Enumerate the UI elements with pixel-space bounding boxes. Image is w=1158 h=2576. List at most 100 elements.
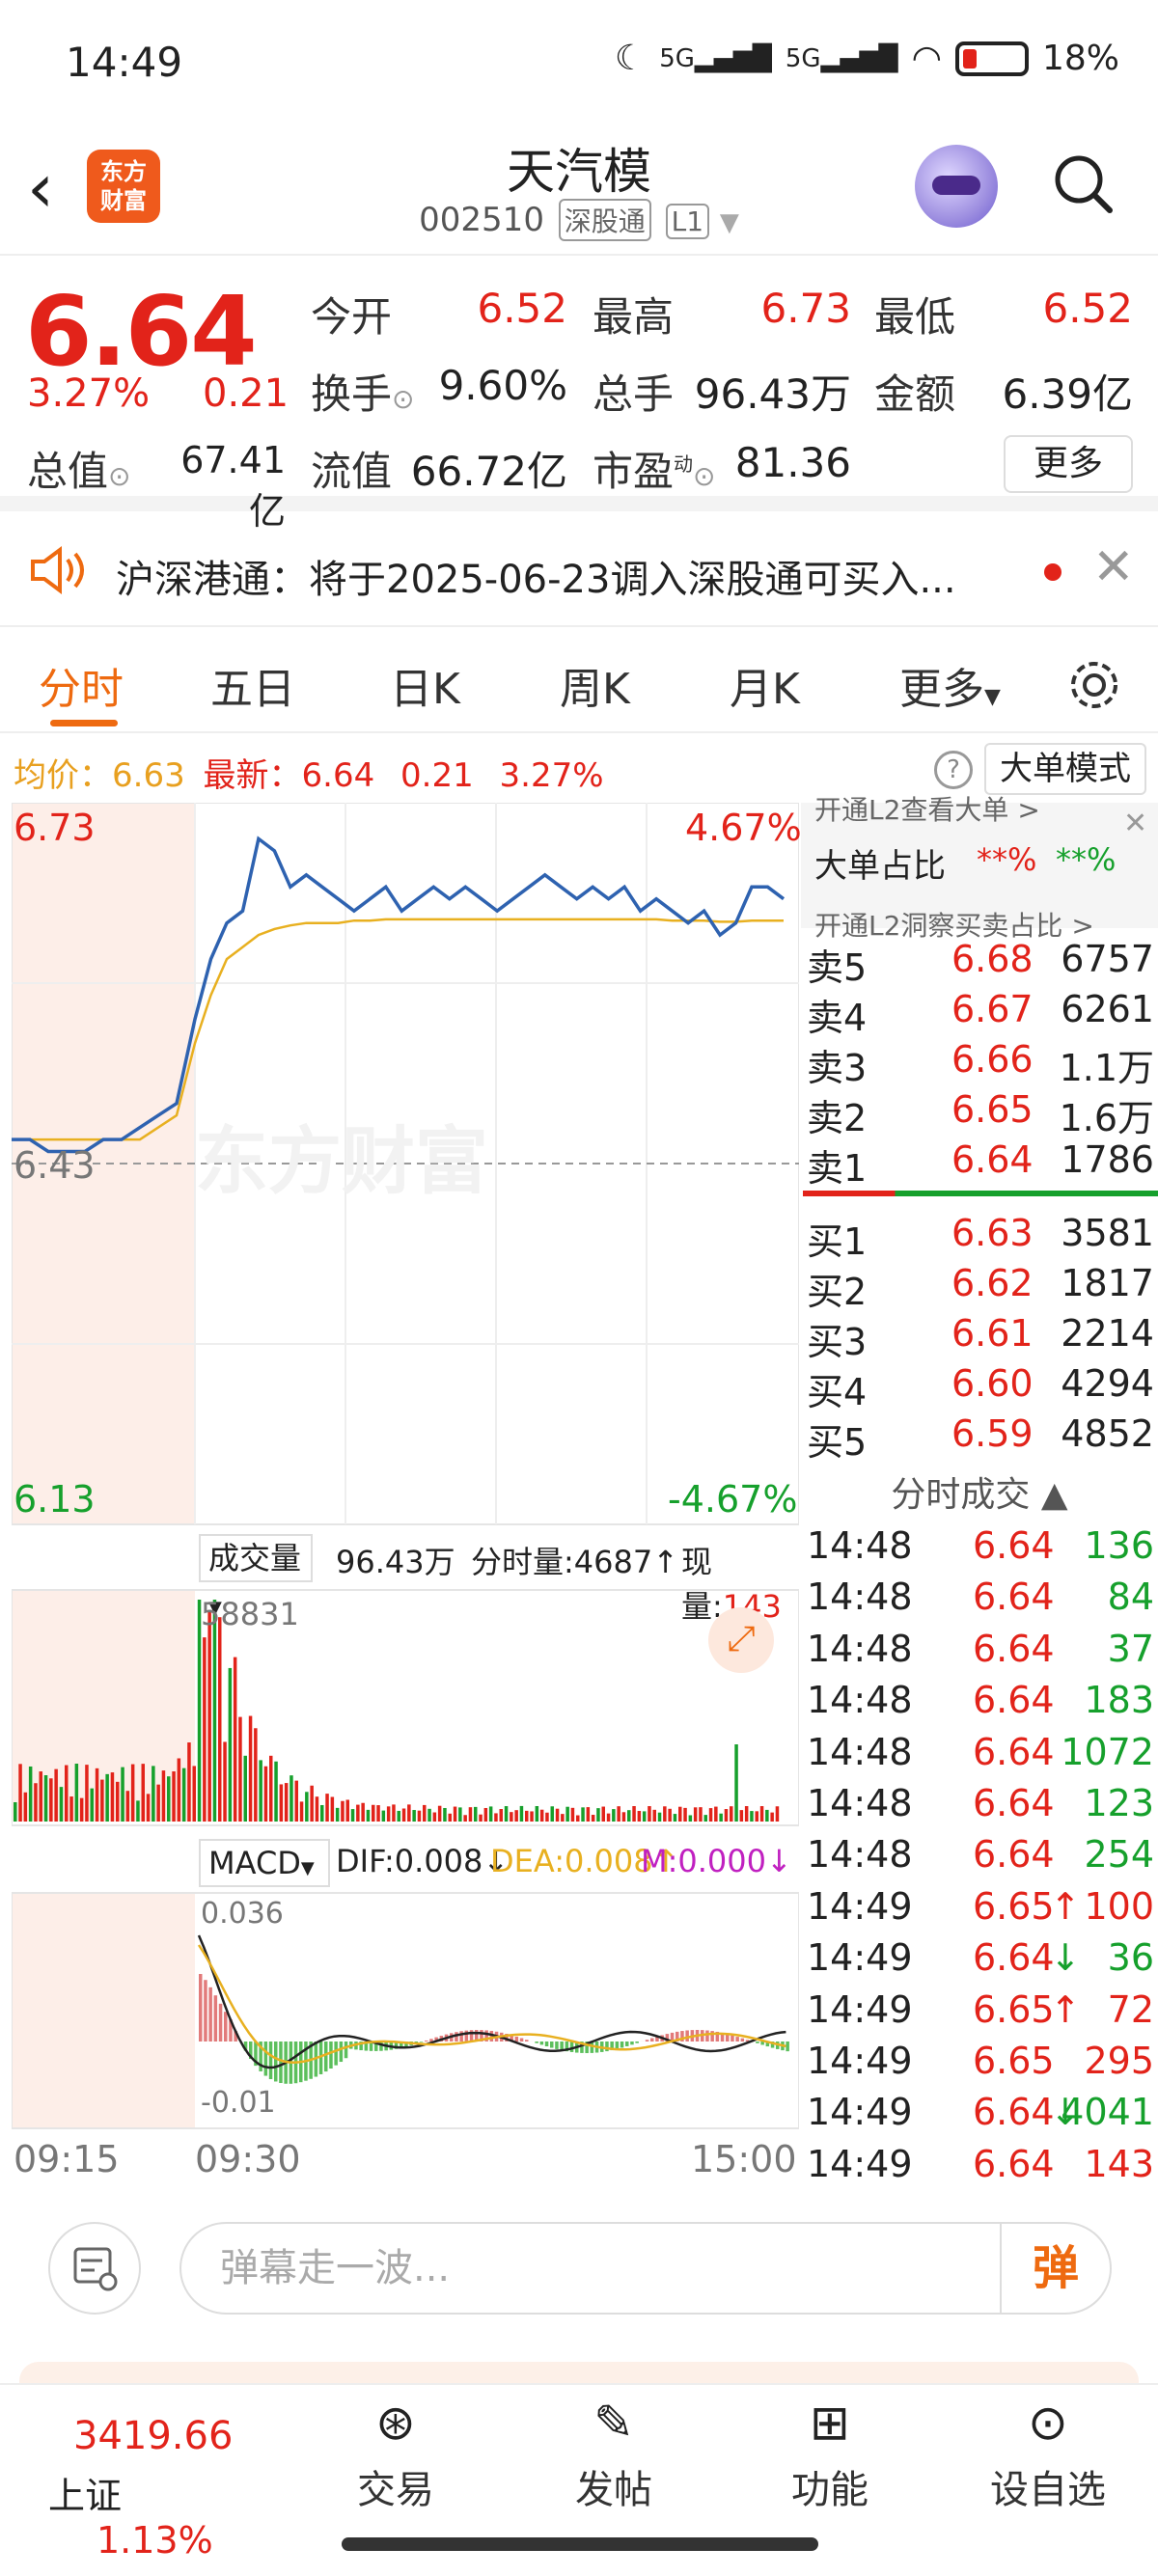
- volume-bar: [443, 1807, 447, 1822]
- volume-bar: [43, 1775, 48, 1822]
- tab-add-watch[interactable]: ⊙ 设自选: [961, 2395, 1135, 2514]
- tab-function-label: 功能: [791, 2468, 868, 2512]
- macd-bar: [213, 1995, 218, 2042]
- tab-5day[interactable]: 五日: [210, 665, 295, 714]
- help-icon[interactable]: ?: [934, 751, 973, 789]
- time-end-label: 15:00: [691, 2138, 797, 2180]
- volume-bar: [90, 1788, 94, 1822]
- l2-bottom-link[interactable]: 开通L2洞察买卖占比 >: [814, 910, 1094, 942]
- macd-bar: [580, 2042, 584, 2053]
- volume-bar: [561, 1814, 565, 1822]
- settings-gear-icon[interactable]: [1065, 656, 1123, 714]
- macd-bar: [565, 2042, 569, 2052]
- trade-time: 14:49: [807, 1987, 913, 2031]
- volume-bar: [263, 1766, 268, 1822]
- volume-bar: [708, 1808, 713, 1822]
- macd-bar: [615, 2042, 620, 2049]
- volume-bar: [412, 1810, 416, 1822]
- macd-bar: [329, 2042, 333, 2069]
- stock-code-row[interactable]: 002510 深股通 L1 ▼: [0, 199, 1158, 241]
- volume-bar: [499, 1809, 503, 1822]
- macd-bar: [760, 2042, 764, 2045]
- assistant-avatar[interactable]: [915, 145, 998, 228]
- trade-row: 14:49 6.64 ↓ 4041: [807, 2091, 1154, 2141]
- close-icon[interactable]: ✕: [1123, 807, 1148, 840]
- tab-trade[interactable]: ⊛ 交易: [309, 2395, 482, 2514]
- macd-indicator-select[interactable]: MACD▼: [199, 1839, 330, 1887]
- trade-volume: 123: [1084, 1782, 1154, 1824]
- volume-bar: [601, 1806, 605, 1822]
- close-icon[interactable]: ✕: [1092, 538, 1135, 596]
- macd-dea-line: [197, 1944, 786, 2065]
- macd-bar: [484, 2030, 488, 2042]
- macd-bar: [229, 2019, 233, 2042]
- float-label: 流值: [311, 448, 393, 495]
- volume-label: 总手: [593, 370, 675, 418]
- app-logo[interactable]: 东方 财富: [87, 150, 160, 223]
- volume-bar: [320, 1804, 324, 1822]
- chart-canvas: [11, 802, 800, 2129]
- macd-bar: [374, 2042, 378, 2051]
- trades-title[interactable]: 分时成交 ▲: [891, 1475, 1068, 1515]
- macd-bar: [259, 2042, 262, 2071]
- tab-day-k[interactable]: 日K: [390, 665, 460, 714]
- macd-bar: [569, 2042, 574, 2052]
- volume-bar: [423, 1804, 427, 1822]
- l2-top-link[interactable]: 开通L2查看大单 >: [814, 794, 1040, 826]
- danmaku-input[interactable]: 弹幕走一波...: [179, 2222, 1112, 2315]
- big-order-mode-button[interactable]: 大单模式: [984, 743, 1146, 795]
- volume-bar: [376, 1805, 380, 1822]
- volume-bar: [432, 1812, 437, 1822]
- volume-bar: [392, 1804, 396, 1822]
- tab-month-k[interactable]: 月K: [730, 665, 800, 714]
- more-quote-button[interactable]: 更多: [1004, 435, 1133, 493]
- trade-price: 6.64: [973, 1679, 1055, 1722]
- volume-bar: [621, 1812, 626, 1822]
- volume-bar: [141, 1764, 145, 1822]
- volume-bar: [678, 1806, 682, 1822]
- trade-row: 14:49 6.65 ↑ 100: [807, 1885, 1154, 1935]
- trade-price: 6.64: [973, 1730, 1055, 1773]
- sell-level-label: 卖4: [807, 997, 868, 1039]
- trade-volume: 136: [1084, 1524, 1154, 1567]
- macd-bar: [786, 2042, 789, 2052]
- tab-more[interactable]: 更多▼: [899, 665, 1001, 714]
- macd-bar: [218, 2003, 223, 2042]
- volume-bar: [759, 1806, 764, 1822]
- notice-bar[interactable]: 沪深港通：将于2025-06-23调入深股通可买入... ✕: [0, 511, 1158, 627]
- expand-icon[interactable]: ⤢: [708, 1607, 774, 1673]
- buy-level-row: 买1 6.63 3581: [807, 1212, 1154, 1263]
- search-icon[interactable]: [1052, 152, 1114, 214]
- macd-bar: [740, 2038, 745, 2042]
- volume-bar: [335, 1807, 340, 1822]
- macd-bar: [254, 2042, 258, 2067]
- volume-bar: [488, 1806, 493, 1822]
- back-icon[interactable]: ‹: [27, 149, 54, 228]
- period-tabs: 分时 五日 日K 周K 月K 更多▼: [0, 627, 1158, 733]
- trade-time: 14:48: [807, 1679, 913, 1722]
- tab-post[interactable]: ✎ 发帖: [527, 2395, 701, 2514]
- volume-bar: [734, 1744, 738, 1822]
- volume-bar: [530, 1811, 534, 1822]
- macd-dif: DIF:0.008↓: [336, 1843, 510, 1879]
- tab-week-k[interactable]: 周K: [560, 665, 630, 714]
- danmaku-settings-icon[interactable]: [48, 2222, 141, 2315]
- volume-bar: [259, 1760, 262, 1822]
- macd-bar: [464, 2030, 469, 2042]
- danmaku-send-button[interactable]: 弹: [1000, 2224, 1110, 2313]
- macd-bar: [268, 2042, 273, 2080]
- intraday-chart[interactable]: 东方财富 6.73 4.67% 6.43 6.13 -4.67% 成交量▼ 96…: [11, 802, 802, 2182]
- trade-price: 6.65: [973, 1987, 1055, 2031]
- trade-volume: 36: [1107, 1936, 1154, 1980]
- tab-function[interactable]: ⊞ 功能: [743, 2395, 917, 2514]
- tab-intraday[interactable]: 分时: [39, 665, 124, 714]
- buy-level-volume: 1817: [1061, 1262, 1154, 1304]
- change-percent: 3.27%: [27, 371, 151, 416]
- volume-bar: [372, 1804, 375, 1822]
- index-ticker[interactable]: 3419.66 上证 1.13%: [48, 2395, 280, 2562]
- macd-bar: [364, 2042, 369, 2051]
- volume-bar: [437, 1805, 442, 1822]
- volume-bar: [591, 1815, 595, 1822]
- volume-indicator-select[interactable]: 成交量▼: [199, 1534, 313, 1618]
- big-order-panel[interactable]: 开通L2查看大单 > 大单占比 **% **% ✕ 开通L2洞察买卖占比 >: [801, 794, 1158, 942]
